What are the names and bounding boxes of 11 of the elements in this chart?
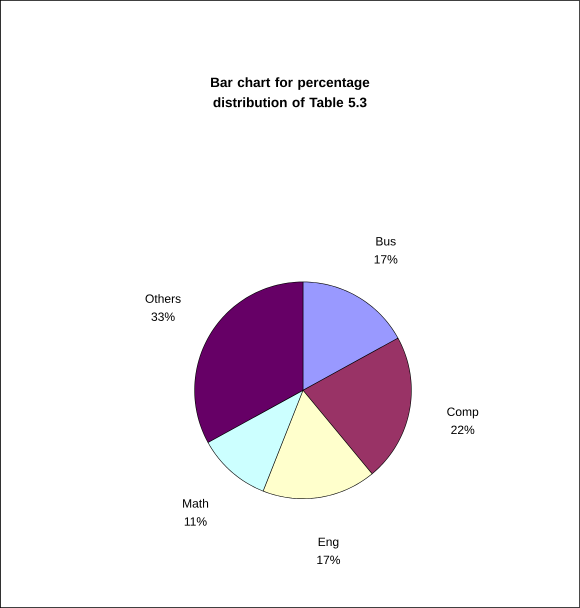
slice-label: Comp bbox=[447, 408, 478, 418]
slice-label: Others bbox=[146, 294, 181, 303]
data-label: 17% bbox=[374, 255, 398, 264]
chart-title: Bar chart for percentage distribution of Table 5.3 bbox=[211, 77, 370, 108]
data-label: 11% bbox=[184, 517, 207, 526]
slice-label: Math bbox=[183, 498, 208, 508]
slice-label: Eng bbox=[318, 538, 338, 548]
data-label: 17% bbox=[317, 556, 340, 564]
data-label: 22% bbox=[451, 426, 474, 434]
slice-label: Bus bbox=[376, 237, 396, 246]
data-label: 33% bbox=[152, 312, 175, 321]
